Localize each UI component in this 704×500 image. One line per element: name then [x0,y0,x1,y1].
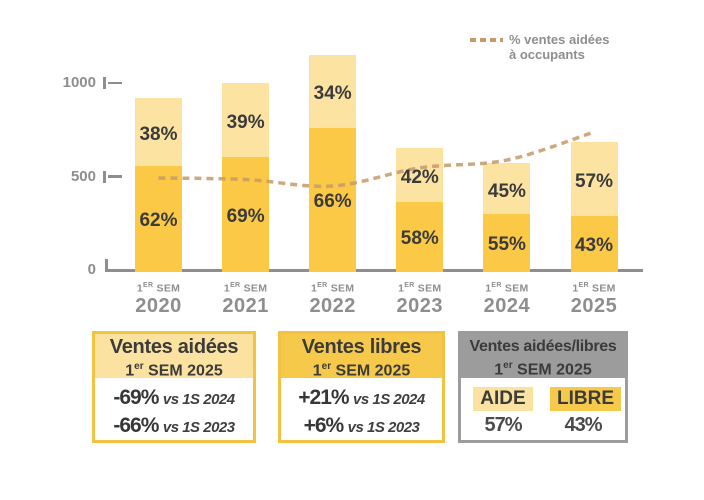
bar-2024-libres [483,214,531,272]
x-label-year: 2020 [135,294,182,317]
x-axis-line [105,269,643,272]
x-label-2021: 1ER SEM 2021 [202,281,290,316]
card-ventes-aidees: Ventes aidées 1er SEM 2025 -69% vs 1S 20… [92,331,256,443]
y-tick-500 [103,170,106,183]
libre-value: 43% [564,414,602,436]
subtitle-sup: er [134,361,144,372]
libre-column: LIBRE 43% [550,387,621,437]
label-aidees-2022: 34% [313,83,352,105]
stacked-bar-chart: 0 500 1000 38% 62% 1ER SEM 2020 39% 69% 1ER SEM 20… [62,54,643,316]
label-aidees-2021: 39% [226,112,265,134]
card-title: Ventes aidées/libres [469,338,617,355]
subtitle-sup: er [503,360,513,371]
card-subtitle: 1er SEM 2025 [461,357,625,378]
aide-value: 57% [484,414,522,436]
subtitle-num: 1 [312,362,322,380]
stat-comparison: vs 1S 2023 [162,419,235,436]
label-libres-2024: 55% [487,234,526,256]
x-label-year: 2024 [483,294,531,317]
x-label-sem: 1ER SEM [398,282,442,295]
stat-value: +6% [303,414,345,437]
label-libres-2020: 62% [139,210,178,231]
card-ventes-aidees-body: -69% vs 1S 2024 -66% vs 1S 2023 [95,378,253,441]
x-label-2023: 1ER SEM 2023 [376,281,464,316]
card-ventes-aidees-libres: Ventes aidées/libres 1er SEM 2025 AIDE 5… [458,331,628,443]
bar-2023-libres [396,201,444,272]
stat-line: +6% vs 1S 2023 [281,413,442,441]
card-title: Ventes libres [301,336,422,358]
x-label-sem: 1ER SEM [485,282,529,295]
y-axis-label-1000: 1000 [62,74,96,91]
x-label-year: 2023 [396,294,444,317]
stat-value: +21% [298,386,349,409]
y-axis-corner [105,259,108,271]
stat-line: +21% vs 1S 2024 [281,385,442,413]
stat-comparison: vs 1S 2024 [162,391,235,408]
y-axis-label-0: 0 [87,261,96,278]
subtitle-num: 1 [125,362,135,380]
x-label-2025: 1ER SEM 2025 [550,281,638,316]
card-ventes-aidees-header: Ventes aidées 1er SEM 2025 [95,334,253,379]
x-label-year: 2021 [222,294,269,317]
x-label-sem: 1ER SEM [136,282,181,295]
legend-label: % ventes aidées à occupants [509,32,609,62]
stat-value: -66% [113,414,159,437]
card-mix-header: Ventes aidées/libres 1er SEM 2025 [461,334,625,378]
y-tick-dash-500 [108,175,122,178]
label-aidees-2024: 45% [487,180,526,202]
legend: % ventes aidées à occupants [470,32,609,62]
label-aidees-2020: 38% [139,123,178,145]
y-axis-label-500: 500 [70,167,96,185]
card-ventes-libres-header: Ventes libres 1er SEM 2025 [281,334,442,379]
libre-chip: LIBRE [550,387,621,411]
label-aidees-2023: 42% [400,167,439,189]
subtitle-num: 1 [494,361,504,379]
chip-row: AIDE 57% LIBRE 43% [461,387,625,437]
subtitle-rest: SEM 2025 [331,362,411,380]
x-label-sem: 1ER SEM [311,282,355,295]
stat-comparison: vs 1S 2023 [347,419,420,436]
bar-2025-libres [570,215,618,272]
subtitle-rest: SEM 2025 [512,361,592,379]
x-label-2020: 1ER SEM 2020 [115,281,203,316]
legend-line1: % ventes aidées [509,32,610,47]
card-ventes-libres: Ventes libres 1er SEM 2025 +21% vs 1S 20… [278,331,445,443]
x-label-2022: 1ER SEM 2022 [289,281,377,316]
stat-comparison: vs 1S 2024 [353,391,425,408]
card-subtitle: 1er SEM 2025 [281,358,442,379]
x-label-2024: 1ER SEM 2024 [463,281,551,316]
card-title: Ventes aidées [109,336,239,358]
label-libres-2023: 58% [400,227,439,249]
bar-2022-aidees [309,54,357,128]
label-aidees-2025: 57% [574,170,614,192]
x-label-sem: 1ER SEM [572,282,616,295]
subtitle-rest: SEM 2025 [143,362,223,380]
dashed-line-icon [470,38,503,42]
label-libres-2021: 69% [226,205,265,227]
aide-chip: AIDE [473,387,533,411]
card-subtitle: 1er SEM 2025 [95,358,253,379]
x-label-sem: 1ER SEM [223,282,268,295]
y-tick-dash-1000 [108,81,122,85]
label-libres-2022: 66% [313,190,352,212]
legend-line2: à occupants [509,47,585,62]
card-mix-body: AIDE 57% LIBRE 43% [461,378,625,437]
label-libres-2025: 43% [574,234,614,256]
stat-line: -66% vs 1S 2023 [95,413,253,441]
x-label-year: 2022 [309,294,356,317]
aide-column: AIDE 57% [470,387,536,437]
subtitle-sup: er [321,361,332,372]
stat-line: -69% vs 1S 2024 [95,385,253,413]
stat-value: -69% [113,386,159,409]
y-tick-1000 [103,77,106,89]
card-ventes-libres-body: +21% vs 1S 2024 +6% vs 1S 2023 [281,378,442,441]
x-label-year: 2025 [570,294,618,317]
